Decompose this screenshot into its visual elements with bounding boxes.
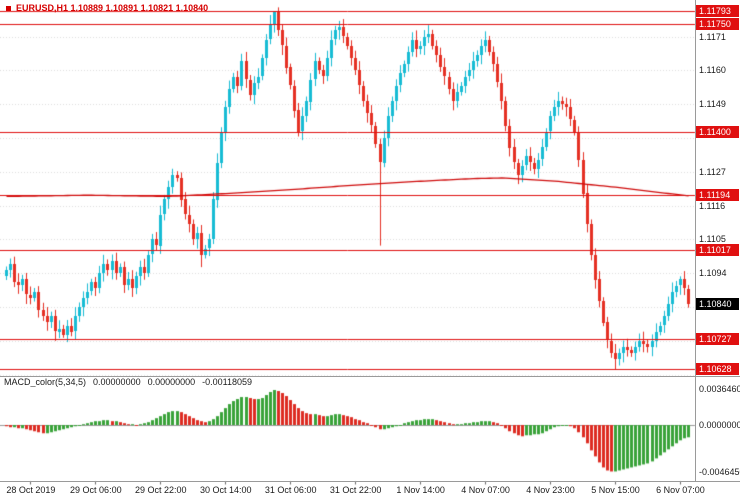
current-price-label: 1.10840 xyxy=(696,297,739,310)
time-axis-label: 1 Nov 14:00 xyxy=(396,485,445,495)
macd-axis-label: 0.0036460 xyxy=(699,383,740,394)
time-axis-label: 29 Oct 06:00 xyxy=(70,485,122,495)
price-axis-label: 1.1127 xyxy=(699,166,726,177)
macd-value-signal: 0.00000000 xyxy=(147,377,196,387)
time-axis-separator xyxy=(0,481,740,482)
price-axis-separator[interactable] xyxy=(695,0,696,482)
level-price-label: 1.11017 xyxy=(696,243,739,256)
level-price-label: 1.11750 xyxy=(696,18,739,31)
price-axis-label: 1.1171 xyxy=(699,31,726,42)
price-axis-label: 1.1149 xyxy=(699,99,726,110)
price-axis-label: 1.1094 xyxy=(699,268,727,279)
macd-indicator-name: MACD_color(5,34,5) xyxy=(4,377,87,387)
level-price-label: 1.10628 xyxy=(696,363,739,376)
time-axis-label: 6 Nov 07:00 xyxy=(656,485,705,495)
symbol-ohlc-text: EURUSD,H1 1.10889 1.10891 1.10821 1.1084… xyxy=(16,3,209,13)
macd-value-histogram: -0.00118059 xyxy=(202,377,253,387)
time-axis-label: 28 Oct 2019 xyxy=(6,485,56,495)
time-axis-label: 31 Oct 06:00 xyxy=(264,485,317,495)
time-axis-label: 5 Nov 15:00 xyxy=(591,485,640,495)
level-price-label: 1.11400 xyxy=(696,125,739,138)
time-axis-label: 29 Oct 22:00 xyxy=(134,485,187,495)
price-axis-label: 1.1105 xyxy=(699,234,726,245)
time-axis-label: 30 Oct 14:00 xyxy=(199,485,252,495)
pane-separator[interactable] xyxy=(0,376,740,377)
level-price-label: 1.11194 xyxy=(696,189,739,202)
price-axis-label: 1.1160 xyxy=(699,65,726,76)
macd-axis-label: -0.0046450 xyxy=(699,466,740,477)
macd-value-main: 0.00000000 xyxy=(93,377,141,387)
price-axis-label: 1.1116 xyxy=(699,200,726,211)
level-price-label: 1.11793 xyxy=(696,5,739,18)
macd-indicator-header: MACD_color(5,34,5) 0.00000000 0.00000000 -0… xyxy=(4,377,259,387)
time-axis-label: 4 Nov 23:00 xyxy=(526,485,575,495)
level-price-label: 1.10727 xyxy=(696,332,739,345)
chart-ohlc-header: EURUSD,H1 1.10889 1.10891 1.10821 1.1084… xyxy=(6,3,208,13)
chart-symbol-marker-icon xyxy=(6,5,11,11)
time-axis-label: 4 Nov 07:00 xyxy=(461,485,510,495)
time-axis-label: 31 Oct 22:00 xyxy=(329,485,382,495)
macd-axis-label: 0.0000000 xyxy=(699,420,740,431)
